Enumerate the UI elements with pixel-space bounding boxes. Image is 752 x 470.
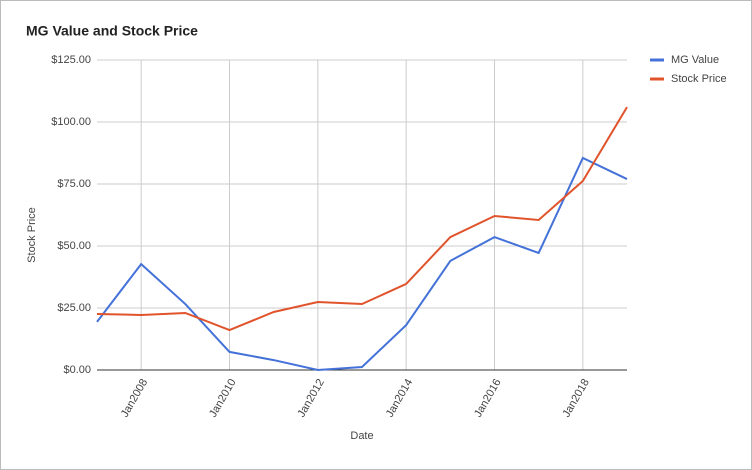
series-line — [96, 106, 628, 332]
x-axis-title: Date — [350, 430, 373, 442]
series-line — [96, 156, 628, 372]
legend-label: Stock Price — [671, 73, 727, 85]
chart-title: MG Value and Stock Price — [26, 23, 198, 39]
y-tick-label: $125.00 — [51, 54, 91, 66]
y-tick-label: $25.00 — [57, 302, 91, 314]
y-tick-label: $0.00 — [63, 364, 91, 376]
y-axis-title: Stock Price — [26, 207, 38, 263]
y-tick-label: $75.00 — [57, 178, 91, 190]
y-tick-label: $100.00 — [51, 116, 91, 128]
y-tick-label: $50.00 — [57, 240, 91, 252]
legend-label: MG Value — [671, 54, 719, 66]
